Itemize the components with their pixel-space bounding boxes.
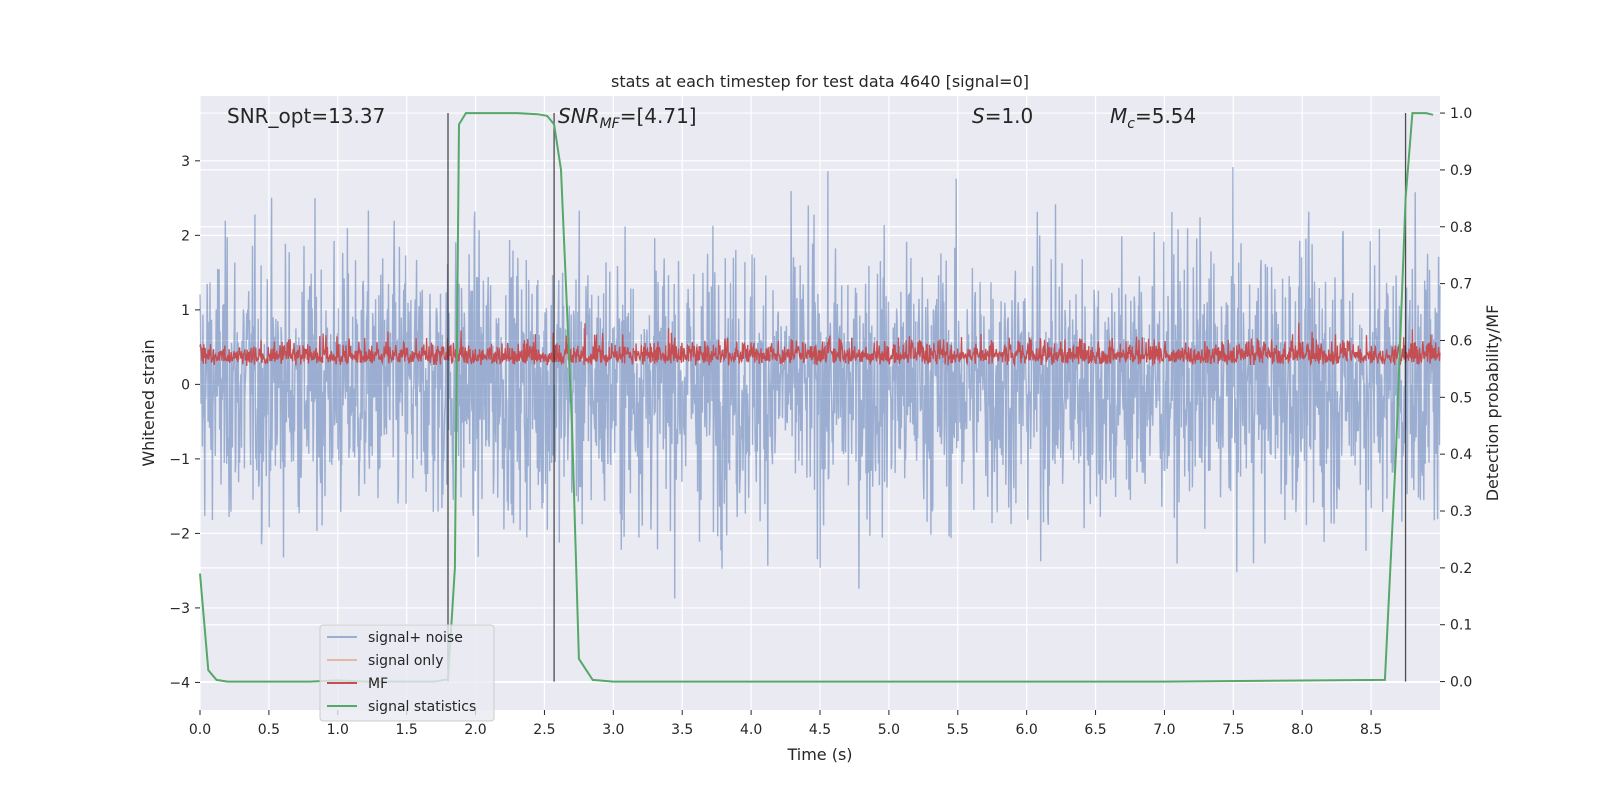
x-tick-label: 8.0 xyxy=(1291,722,1313,738)
legend-label: MF xyxy=(368,676,388,692)
left-y-axis-ticks: 3 2 1 0 −1 −2 −3 −4 xyxy=(169,154,200,691)
x-tick-label: 5.5 xyxy=(947,722,969,738)
x-tick-label: 3.0 xyxy=(602,722,624,738)
s-value: =1.0 xyxy=(985,104,1034,128)
mc-symbol: M xyxy=(1110,104,1127,128)
annotation-s: S=1.0 xyxy=(972,104,1033,128)
snr-mf-value: =[4.71] xyxy=(620,104,697,128)
snr-mf-subscript: MF xyxy=(600,116,621,132)
annotation-snr-opt: SNR_opt=13.37 xyxy=(227,104,385,128)
right-y-tick-label: 0.4 xyxy=(1450,447,1472,463)
right-y-tick-label: 0.5 xyxy=(1450,390,1472,406)
x-tick-label: 2.0 xyxy=(464,722,486,738)
chart-title: stats at each timestep for test data 464… xyxy=(611,72,1029,91)
left-y-tick-label: −2 xyxy=(169,526,190,542)
legend-box xyxy=(319,624,495,722)
x-tick-label: 6.5 xyxy=(1084,722,1106,738)
mf-line xyxy=(199,322,1441,367)
x-axis-label: Time (s) xyxy=(786,745,852,764)
right-y-tick-label: 0.9 xyxy=(1450,163,1472,179)
series-signal-statistics xyxy=(199,112,1434,683)
right-y-tick-label: 1.0 xyxy=(1450,106,1472,122)
left-y-tick-label: 2 xyxy=(181,228,190,244)
left-y-tick-label: 0 xyxy=(181,377,190,393)
right-y-tick-label: 0.1 xyxy=(1450,618,1472,634)
x-tick-label: 6.0 xyxy=(1016,722,1038,738)
legend: signal+ noise signal only MF signal statist… xyxy=(319,624,495,722)
mc-value: =5.54 xyxy=(1135,104,1196,128)
right-y-tick-label: 0.8 xyxy=(1450,220,1472,236)
left-y-tick-label: −3 xyxy=(169,601,190,617)
mc-subscript: c xyxy=(1127,116,1135,132)
left-y-tick-label: 1 xyxy=(181,303,190,319)
x-tick-label: 0.0 xyxy=(189,722,211,738)
snr-mf-symbol: SNR xyxy=(558,104,600,128)
right-y-axis-label: Detection probability/MF xyxy=(1483,305,1502,502)
annotation-mc: Mc=5.54 xyxy=(1110,104,1196,132)
x-tick-label: 1.0 xyxy=(327,722,349,738)
right-y-tick-label: 0.3 xyxy=(1450,504,1472,520)
right-y-tick-label: 0.7 xyxy=(1450,277,1472,293)
legend-label: signal statistics xyxy=(368,699,476,715)
signal-statistics-line xyxy=(199,112,1434,683)
right-y-tick-label: 0.6 xyxy=(1450,333,1472,349)
legend-items: signal+ noise signal only MF signal statist… xyxy=(327,630,476,715)
legend-label: signal only xyxy=(368,653,443,669)
x-tick-label: 0.5 xyxy=(258,722,280,738)
x-tick-label: 5.0 xyxy=(878,722,900,738)
right-y-tick-label: 0.2 xyxy=(1450,561,1472,577)
x-tick-label: 4.0 xyxy=(740,722,762,738)
x-tick-label: 8.5 xyxy=(1360,722,1382,738)
x-tick-label: 3.5 xyxy=(671,722,693,738)
left-y-tick-label: −1 xyxy=(169,452,190,468)
x-axis-ticks: 0.0 0.5 1.0 1.5 2.0 2.5 3.0 3.5 4.0 4.5 5.0 5.5 6.0 6… xyxy=(189,710,1382,738)
left-y-axis-label: Whitened strain xyxy=(139,339,158,466)
x-tick-label: 7.5 xyxy=(1222,722,1244,738)
x-tick-label: 2.5 xyxy=(533,722,555,738)
left-y-tick-label: 3 xyxy=(181,154,190,170)
right-y-axis-ticks: 1.0 0.9 0.8 0.7 0.6 0.5 0.4 0.3 0.2 0.1 0.0 xyxy=(1440,106,1472,691)
left-y-tick-label: −4 xyxy=(169,675,190,691)
x-tick-label: 1.5 xyxy=(396,722,418,738)
s-symbol: S xyxy=(972,104,985,128)
signal-noise-line xyxy=(199,167,1441,599)
series-signal-noise xyxy=(199,167,1441,599)
right-y-tick-label: 0.0 xyxy=(1450,675,1472,691)
x-tick-label: 7.0 xyxy=(1153,722,1175,738)
x-tick-label: 4.5 xyxy=(809,722,831,738)
legend-label: signal+ noise xyxy=(368,630,463,646)
annotation-snr-mf: SNRMF=[4.71] xyxy=(558,104,697,132)
series-mf xyxy=(199,322,1441,367)
